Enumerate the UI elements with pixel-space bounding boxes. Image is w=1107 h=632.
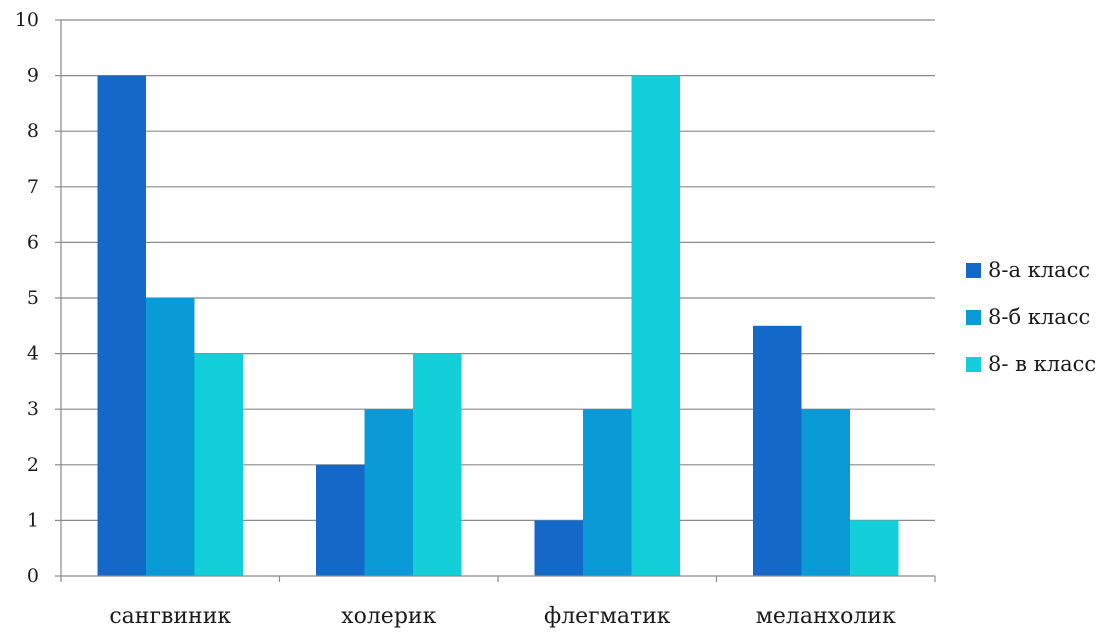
bar <box>753 325 802 576</box>
bar <box>631 75 680 576</box>
legend-swatch <box>966 263 981 278</box>
bar <box>316 464 365 576</box>
y-tick-label: 3 <box>27 398 39 420</box>
category-labels: сангвиник холерик флегматик меланхолик <box>109 604 896 629</box>
y-tick-label: 10 <box>15 9 39 31</box>
legend: 8-а класс 8-б класс 8- в класс <box>966 258 1096 376</box>
x-category-label: сангвиник <box>109 604 231 629</box>
legend-label: 8- в класс <box>988 352 1096 376</box>
y-tick-label: 6 <box>27 231 39 253</box>
axes <box>55 19 936 582</box>
y-tick-label: 7 <box>27 176 39 198</box>
y-tick-labels: 0 1 2 3 4 5 6 7 8 9 10 <box>15 9 39 587</box>
y-tick-label: 8 <box>27 120 39 142</box>
bar <box>194 353 243 576</box>
bar <box>97 75 146 576</box>
x-category-label: меланхолик <box>756 604 896 629</box>
bar <box>413 353 462 576</box>
y-tick-label: 9 <box>27 65 39 87</box>
bar <box>850 520 899 576</box>
y-tick-label: 4 <box>27 343 39 365</box>
x-category-label: холерик <box>341 604 436 629</box>
bar <box>583 409 632 576</box>
bar <box>364 409 413 576</box>
bar <box>146 298 195 576</box>
bar <box>534 520 583 576</box>
x-category-label: флегматик <box>544 604 671 629</box>
bar <box>801 409 850 576</box>
legend-swatch <box>966 357 981 372</box>
legend-label: 8-б класс <box>988 305 1090 329</box>
bars <box>97 75 899 576</box>
legend-label: 8-а класс <box>988 258 1090 282</box>
legend-swatch <box>966 310 981 325</box>
y-tick-label: 2 <box>27 454 39 476</box>
y-tick-label: 0 <box>27 565 39 587</box>
y-tick-label: 1 <box>27 509 39 531</box>
y-tick-label: 5 <box>27 287 39 309</box>
